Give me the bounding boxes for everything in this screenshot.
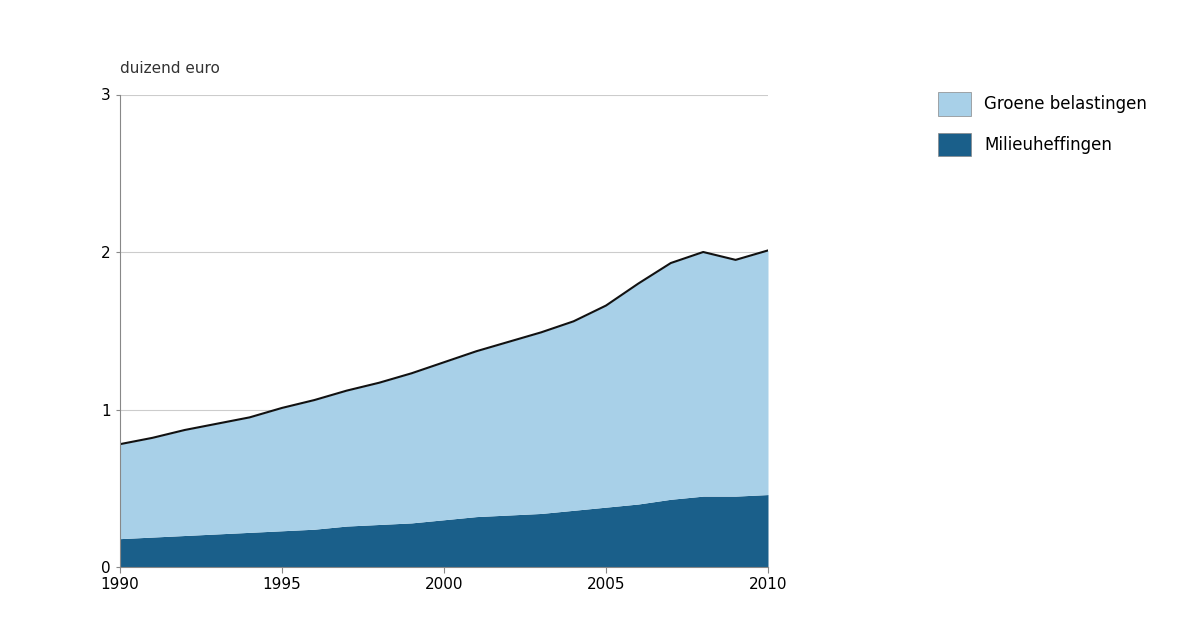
Text: duizend euro: duizend euro [120, 60, 220, 76]
Legend: Groene belastingen, Milieuheffingen: Groene belastingen, Milieuheffingen [930, 84, 1156, 164]
